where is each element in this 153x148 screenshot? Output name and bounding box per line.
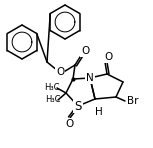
Text: N: N [86, 73, 94, 83]
Text: O: O [56, 67, 64, 77]
Text: H: H [95, 107, 103, 117]
Text: O: O [65, 119, 73, 129]
Text: Br: Br [127, 96, 139, 106]
Text: H₃C: H₃C [44, 83, 60, 92]
Text: O: O [104, 52, 112, 62]
Text: S: S [74, 99, 82, 112]
Text: H₃C: H₃C [45, 95, 61, 104]
Text: O: O [81, 46, 89, 56]
